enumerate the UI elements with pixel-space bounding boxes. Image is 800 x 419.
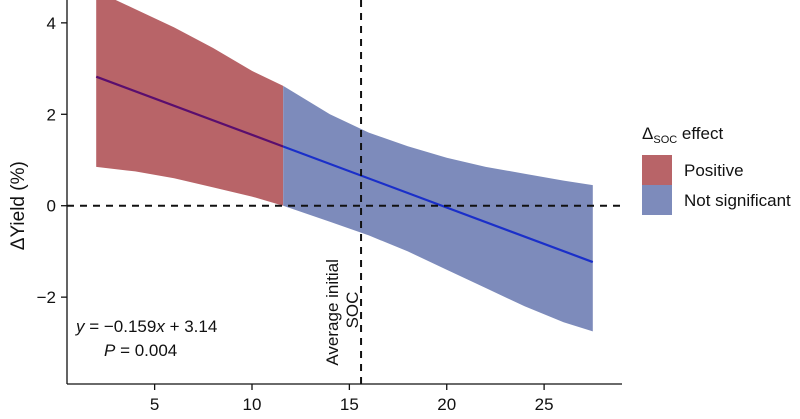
x-axis-ticks: 5 10 15 20 25 <box>150 384 554 414</box>
average-soc-label-line1: Average initial <box>323 259 342 365</box>
p-value-rest: = 0.004 <box>115 341 177 360</box>
fit-lines <box>95 75 594 264</box>
legend-swatch-positive <box>642 155 672 185</box>
y-axis-title: ΔYield (%) <box>8 161 29 250</box>
equation-rhs-suffix: + 3.14 <box>165 317 217 336</box>
legend-title-rest: effect <box>677 124 723 143</box>
x-tick-label: 25 <box>535 395 554 414</box>
p-value: P = 0.004 <box>104 341 177 360</box>
confidence-bands <box>96 0 593 332</box>
y-axis-ticks: −2 0 2 4 <box>37 14 67 307</box>
legend-label-not-significant: Not significant <box>684 191 791 210</box>
fit-line-not-significant <box>282 145 594 264</box>
legend-label-positive: Positive <box>684 161 744 180</box>
legend-title-delta: Δ <box>642 124 653 143</box>
average-soc-label-line2: SOC <box>343 292 362 329</box>
fit-line-positive <box>95 75 284 148</box>
equation-x-var: x <box>155 317 165 336</box>
legend-swatch-not-significant <box>642 185 672 215</box>
x-tick-label: 15 <box>340 395 359 414</box>
equation-y-var: y <box>75 317 86 336</box>
regression-equation: y = −0.159x + 3.14 <box>75 317 217 336</box>
legend: ΔSOC effect Positive Not significant <box>642 124 791 215</box>
p-value-var: P <box>104 341 116 360</box>
confidence-band-positive <box>96 0 284 206</box>
y-tick-label: −2 <box>37 288 56 307</box>
legend-title: ΔSOC effect <box>642 124 723 146</box>
y-tick-label: 0 <box>47 197 56 216</box>
y-tick-label: 2 <box>47 105 56 124</box>
x-tick-label: 20 <box>437 395 456 414</box>
average-soc-label: Average initial SOC <box>323 254 362 365</box>
equation-rhs-prefix: = −0.159 <box>85 317 157 336</box>
y-tick-label: 4 <box>47 14 56 33</box>
legend-title-subscript: SOC <box>653 134 677 146</box>
x-tick-label: 10 <box>243 395 262 414</box>
x-tick-label: 5 <box>150 395 159 414</box>
